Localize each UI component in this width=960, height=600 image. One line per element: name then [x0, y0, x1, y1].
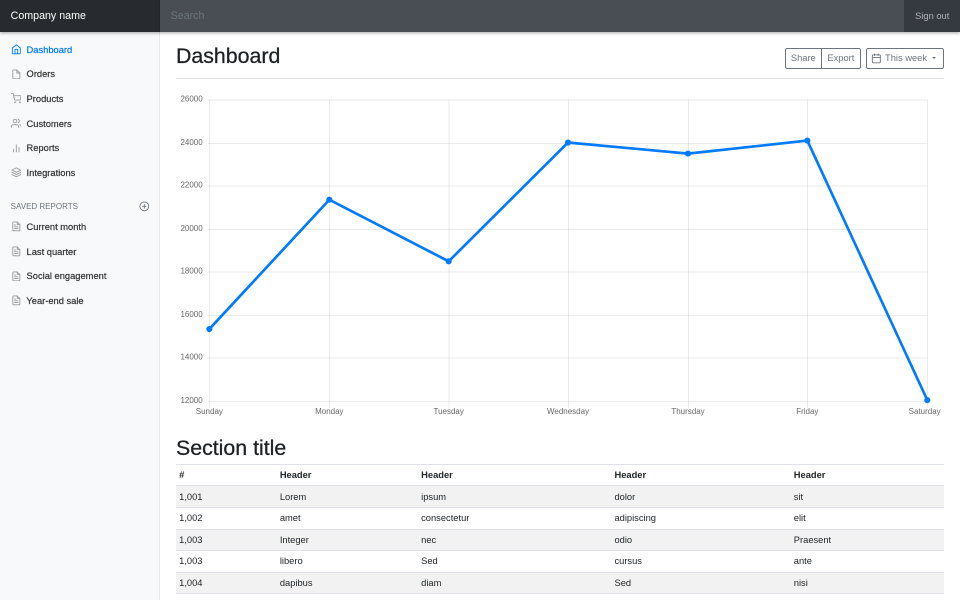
- svg-text:Monday: Monday: [315, 407, 343, 416]
- svg-text:12000: 12000: [180, 396, 203, 405]
- svg-text:16000: 16000: [180, 310, 203, 319]
- svg-text:26000: 26000: [180, 95, 203, 104]
- svg-text:Saturday: Saturday: [909, 407, 941, 416]
- svg-text:Friday: Friday: [796, 407, 818, 416]
- svg-text:Wednesday: Wednesday: [547, 407, 589, 416]
- svg-text:Sunday: Sunday: [196, 407, 223, 416]
- svg-text:22000: 22000: [180, 181, 203, 190]
- svg-text:Tuesday: Tuesday: [434, 407, 464, 416]
- svg-text:18000: 18000: [180, 267, 203, 276]
- svg-text:24000: 24000: [180, 138, 203, 147]
- svg-text:14000: 14000: [180, 353, 203, 362]
- svg-text:Thursday: Thursday: [671, 407, 704, 416]
- svg-text:20000: 20000: [180, 224, 203, 233]
